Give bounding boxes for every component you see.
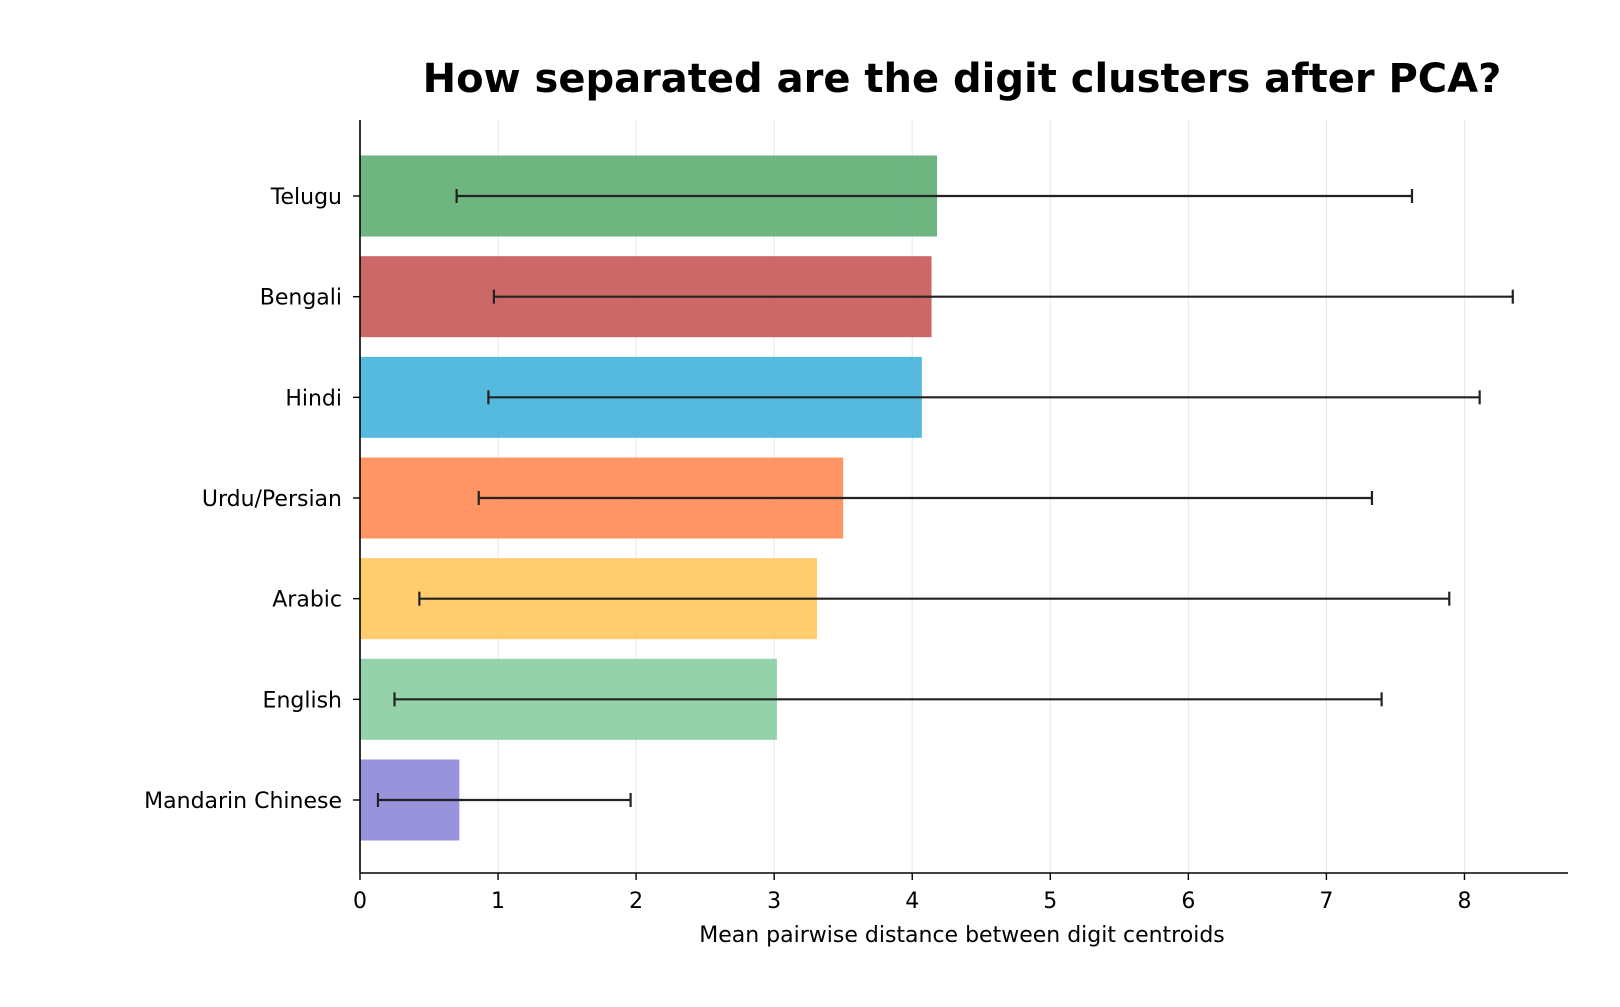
x-tick-label: 7	[1319, 889, 1333, 914]
x-tick-label: 1	[491, 889, 505, 914]
x-tick-label: 4	[905, 889, 919, 914]
y-tick-label: Urdu/Persian	[202, 487, 342, 512]
x-tick-label: 8	[1457, 889, 1471, 914]
y-tick-label: Hindi	[285, 386, 342, 411]
x-axis-label: Mean pairwise distance between digit cen…	[699, 923, 1225, 948]
y-tick-label: English	[263, 688, 342, 713]
axes	[359, 120, 1568, 874]
chart-title: How separated are the digit clusters aft…	[423, 56, 1502, 102]
y-tick-label: Mandarin Chinese	[144, 789, 342, 814]
y-axis-ticks: Telugu Bengali Hindi Urdu/Persian Arabic Engl…	[144, 185, 360, 814]
y-tick-label: Bengali	[260, 286, 342, 311]
x-tick-label: 2	[629, 889, 643, 914]
y-tick-label: Telugu	[270, 185, 342, 210]
x-tick-label: 5	[1043, 889, 1057, 914]
x-axis-ticks: 0 1 2 3 4 5 6 7 8	[353, 873, 1471, 914]
x-tick-label: 3	[767, 889, 781, 914]
x-tick-label: 6	[1181, 889, 1195, 914]
y-tick-label: Arabic	[272, 588, 342, 613]
error-bars	[376, 189, 1514, 807]
x-tick-label: 0	[353, 889, 367, 914]
